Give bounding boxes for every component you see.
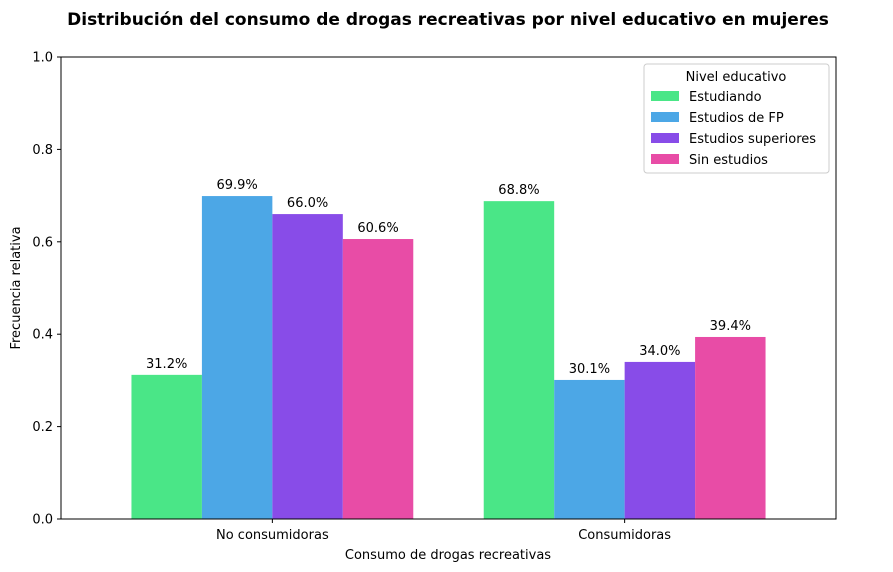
bar-estudios-superiores-consumidoras <box>624 361 696 519</box>
bars-group <box>131 196 766 520</box>
y-tick-label: 1.0 <box>32 51 53 66</box>
bar-sin-estudios-no-consumidoras <box>342 239 414 519</box>
legend-swatch-estudiando <box>651 91 679 101</box>
bar-estudiando-no-consumidoras <box>131 374 202 519</box>
x-tick-label: No consumidoras <box>216 528 329 543</box>
x-axis-label: Consumo de drogas recreativas <box>345 548 551 563</box>
y-tick-label: 0.0 <box>32 513 53 528</box>
y-axis-label: Frecuencia relativa <box>9 226 24 349</box>
legend-swatch-sin-estudios <box>651 154 679 164</box>
legend-items: Estudiando Estudios de FP Estudios superio… <box>651 90 816 168</box>
bar-estudiando-consumidoras <box>483 201 555 520</box>
legend-swatch-estudios-de-fp <box>651 112 679 122</box>
data-label-estudios-de-fp-consumidoras: 30.1% <box>569 362 610 377</box>
data-label-estudios-de-fp-no-consumidoras: 69.9% <box>216 178 257 193</box>
data-label-estudiando-consumidoras: 68.8% <box>498 183 539 198</box>
data-label-estudiando-no-consumidoras: 31.2% <box>146 357 187 372</box>
y-tick-label: 0.6 <box>32 235 53 250</box>
data-labels-group: 31.2% 68.8% 69.9% 30.1% 66.0% 34.0% 60.6% 39.4% <box>146 178 751 377</box>
y-tick-label: 0.8 <box>32 143 53 158</box>
legend-swatch-estudios-superiores <box>651 133 679 143</box>
y-tick-label: 0.2 <box>32 420 53 435</box>
legend-label-estudios-de-fp: Estudios de FP <box>689 111 784 126</box>
x-axis: No consumidoras Consumidoras <box>216 519 671 543</box>
data-label-sin-estudios-consumidoras: 39.4% <box>710 319 751 334</box>
bar-sin-estudios-consumidoras <box>695 336 766 519</box>
plot-frame <box>60 56 837 520</box>
legend-label-sin-estudios: Sin estudios <box>689 153 768 168</box>
legend-label-estudios-superiores: Estudios superiores <box>689 132 816 147</box>
bar-estudios-de-fp-consumidoras <box>554 379 625 519</box>
legend: Nivel educativo Estudiando Estudios de FP… <box>643 63 830 174</box>
legend-title: Nivel educativo <box>686 70 787 85</box>
bar-estudios-superiores-no-consumidoras <box>272 214 343 519</box>
data-label-estudios-superiores-consumidoras: 34.0% <box>639 344 680 359</box>
data-label-estudios-superiores-no-consumidoras: 66.0% <box>287 196 328 211</box>
x-tick-label: Consumidoras <box>578 528 671 543</box>
legend-label-estudiando: Estudiando <box>689 90 762 105</box>
y-axis: 0.0 0.2 0.4 0.6 0.8 1.0 <box>32 51 61 528</box>
data-label-sin-estudios-no-consumidoras: 60.6% <box>357 221 398 236</box>
legend-box <box>643 63 830 174</box>
bar-estudios-de-fp-no-consumidoras <box>201 196 273 519</box>
chart-title: Distribución del consumo de drogas recre… <box>67 10 829 30</box>
y-tick-label: 0.4 <box>32 328 53 343</box>
